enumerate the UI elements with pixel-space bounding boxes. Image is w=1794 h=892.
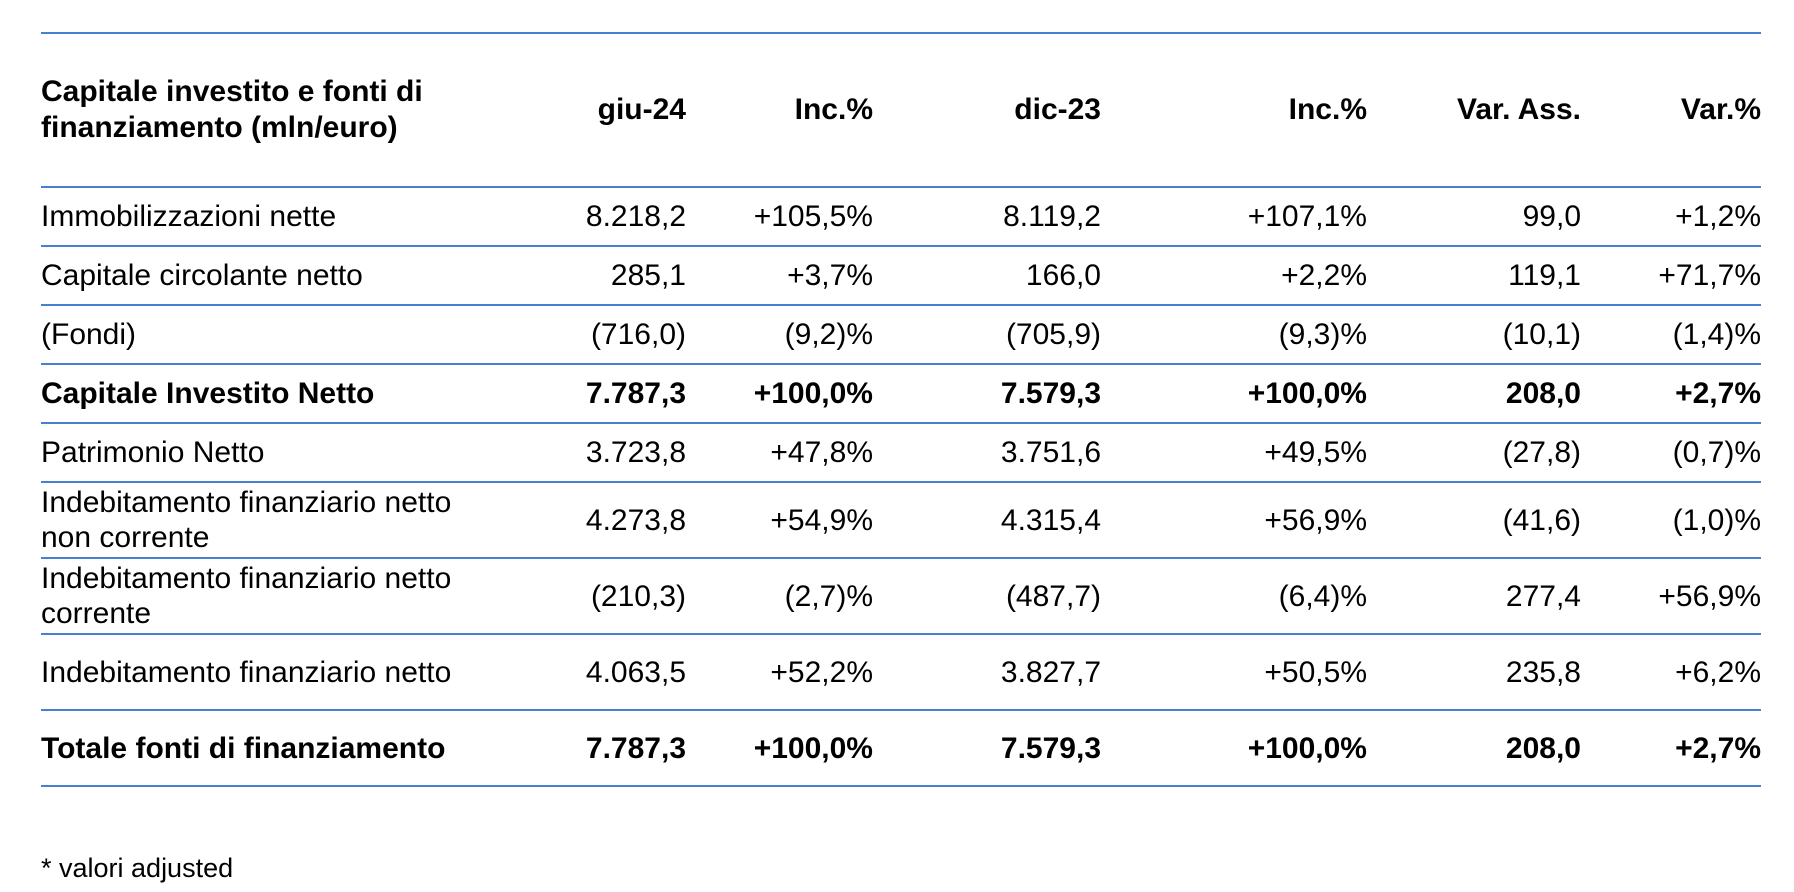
cell-var-ass: 208,0	[1367, 364, 1581, 424]
cell-inc-giu24: (9,2)%	[686, 305, 873, 365]
table-row-indebitamento-netto: Indebitamento finanziario netto 4.063,5 …	[41, 634, 1761, 711]
table-row-indebitamento-non-corrente: Indebitamento finanziario netto non corr…	[41, 482, 1761, 559]
cell-var-ass: (10,1)	[1367, 305, 1581, 365]
cell-dic23: 3.751,6	[873, 423, 1101, 483]
cell-var-ass: 99,0	[1367, 187, 1581, 247]
cell-var-pct: +2,7%	[1581, 710, 1761, 787]
cell-dic23: 3.827,7	[873, 634, 1101, 711]
table-row-fondi: (Fondi) (716,0) (9,2)% (705,9) (9,3)% (1…	[41, 305, 1761, 365]
cell-dic23: 7.579,3	[873, 710, 1101, 787]
table-row-indebitamento-corrente: Indebitamento finanziario netto corrente…	[41, 558, 1761, 635]
cell-var-ass: 235,8	[1367, 634, 1581, 711]
cell-inc-dic23: (9,3)%	[1101, 305, 1367, 365]
header-inc-dic23: Inc.%	[1101, 34, 1367, 188]
cell-inc-giu24: +54,9%	[686, 482, 873, 559]
cell-giu24: 8.218,2	[486, 187, 686, 247]
cell-var-pct: +6,2%	[1581, 634, 1761, 711]
table-row-patrimonio-netto: Patrimonio Netto 3.723,8 +47,8% 3.751,6 …	[41, 423, 1761, 483]
cell-dic23: 4.315,4	[873, 482, 1101, 559]
financial-table-container: Capitale investito e fonti di finanziame…	[41, 32, 1761, 787]
cell-var-pct: (1,4)%	[1581, 305, 1761, 365]
cell-giu24: 7.787,3	[486, 364, 686, 424]
table-row-circolante: Capitale circolante netto 285,1 +3,7% 16…	[41, 246, 1761, 306]
cell-giu24: 4.063,5	[486, 634, 686, 711]
row-label: Patrimonio Netto	[41, 423, 486, 483]
cell-dic23: (487,7)	[873, 558, 1101, 635]
table-top-rule	[41, 32, 1761, 34]
cell-inc-dic23: +50,5%	[1101, 634, 1367, 711]
header-giu24: giu-24	[486, 34, 686, 188]
header-dic23: dic-23	[873, 34, 1101, 188]
cell-inc-dic23: +2,2%	[1101, 246, 1367, 306]
cell-giu24: 4.273,8	[486, 482, 686, 559]
cell-inc-giu24: +105,5%	[686, 187, 873, 247]
capital-funding-table: Capitale investito e fonti di finanziame…	[41, 34, 1761, 787]
table-row-capitale-investito-netto: Capitale Investito Netto 7.787,3 +100,0%…	[41, 364, 1761, 424]
table-header-row: Capitale investito e fonti di finanziame…	[41, 34, 1761, 188]
cell-var-pct: +2,7%	[1581, 364, 1761, 424]
cell-giu24: 285,1	[486, 246, 686, 306]
cell-inc-dic23: +100,0%	[1101, 710, 1367, 787]
header-label: Capitale investito e fonti di finanziame…	[41, 34, 486, 188]
row-label: Immobilizzazioni nette	[41, 187, 486, 247]
cell-inc-dic23: +107,1%	[1101, 187, 1367, 247]
cell-inc-giu24: +52,2%	[686, 634, 873, 711]
table-row-immobilizzazioni: Immobilizzazioni nette 8.218,2 +105,5% 8…	[41, 187, 1761, 247]
header-inc-giu24: Inc.%	[686, 34, 873, 188]
cell-var-pct: (0,7)%	[1581, 423, 1761, 483]
row-label: Indebitamento finanziario netto	[41, 634, 486, 711]
cell-inc-dic23: +56,9%	[1101, 482, 1367, 559]
cell-inc-dic23: +100,0%	[1101, 364, 1367, 424]
cell-var-pct: +1,2%	[1581, 187, 1761, 247]
cell-giu24: (716,0)	[486, 305, 686, 365]
cell-inc-giu24: +3,7%	[686, 246, 873, 306]
cell-var-ass: (27,8)	[1367, 423, 1581, 483]
cell-var-pct: +71,7%	[1581, 246, 1761, 306]
cell-var-pct: +56,9%	[1581, 558, 1761, 635]
cell-dic23: 8.119,2	[873, 187, 1101, 247]
cell-giu24: (210,3)	[486, 558, 686, 635]
cell-inc-giu24: (2,7)%	[686, 558, 873, 635]
table-row-totale-fonti: Totale fonti di finanziamento 7.787,3 +1…	[41, 710, 1761, 787]
cell-var-ass: 119,1	[1367, 246, 1581, 306]
cell-var-pct: (1,0)%	[1581, 482, 1761, 559]
cell-inc-giu24: +47,8%	[686, 423, 873, 483]
cell-inc-dic23: (6,4)%	[1101, 558, 1367, 635]
cell-giu24: 3.723,8	[486, 423, 686, 483]
row-label: Totale fonti di finanziamento	[41, 710, 486, 787]
cell-inc-giu24: +100,0%	[686, 710, 873, 787]
cell-giu24: 7.787,3	[486, 710, 686, 787]
row-label: (Fondi)	[41, 305, 486, 365]
cell-inc-giu24: +100,0%	[686, 364, 873, 424]
footnote: * valori adjusted	[41, 853, 234, 883]
cell-dic23: (705,9)	[873, 305, 1101, 365]
header-var-ass: Var. Ass.	[1367, 34, 1581, 188]
cell-var-ass: 277,4	[1367, 558, 1581, 635]
row-label: Indebitamento finanziario netto non corr…	[41, 482, 486, 559]
cell-var-ass: (41,6)	[1367, 482, 1581, 559]
cell-dic23: 166,0	[873, 246, 1101, 306]
row-label: Indebitamento finanziario netto corrente	[41, 558, 486, 635]
cell-var-ass: 208,0	[1367, 710, 1581, 787]
row-label: Capitale Investito Netto	[41, 364, 486, 424]
header-var-pct: Var.%	[1581, 34, 1761, 188]
row-label: Capitale circolante netto	[41, 246, 486, 306]
cell-dic23: 7.579,3	[873, 364, 1101, 424]
cell-inc-dic23: +49,5%	[1101, 423, 1367, 483]
